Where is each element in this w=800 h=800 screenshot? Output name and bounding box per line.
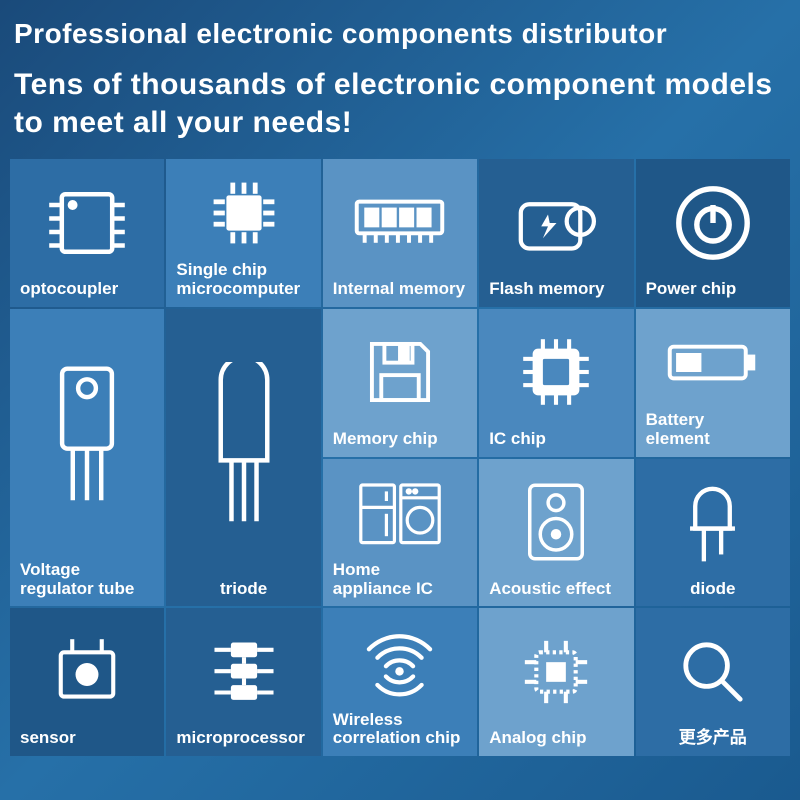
tile-acoustic-effect[interactable]: Acoustic effect (479, 459, 633, 607)
tile-analog-chip[interactable]: Analog chip (479, 608, 633, 756)
optocoupler-icon (14, 167, 160, 278)
tile-triode[interactable]: triode (166, 309, 320, 607)
sensor-icon (14, 616, 160, 727)
tile-label: Power chip (640, 278, 786, 303)
ram-icon (327, 167, 473, 278)
tile-optocoupler[interactable]: optocoupler (10, 159, 164, 307)
tile-label: Internal memory (327, 278, 473, 303)
power-icon (640, 167, 786, 278)
wireless-signal-icon (327, 616, 473, 708)
tile-label: Analog chip (483, 727, 629, 752)
tile-flash-memory[interactable]: Flash memory (479, 159, 633, 307)
tile-label: Wireless correlation chip (327, 709, 473, 752)
tile-label: Flash memory (483, 278, 629, 303)
tile-sensor[interactable]: sensor (10, 608, 164, 756)
led-diode-icon (640, 467, 786, 578)
tile-label: Battery element (640, 409, 786, 452)
tile-battery-element[interactable]: Battery element (636, 309, 790, 457)
tile-label: IC chip (483, 428, 629, 453)
tile-voltage-regulator[interactable]: Voltage regulator tube (10, 309, 164, 607)
category-grid: optocoupler Single chip microcomputer (0, 151, 800, 766)
analog-chip-icon (483, 616, 629, 727)
headline-2: Tens of thousands of electronic componen… (0, 58, 800, 151)
triode-icon (170, 317, 316, 578)
tile-internal-memory[interactable]: Internal memory (323, 159, 477, 307)
tile-label: sensor (14, 727, 160, 752)
tile-label: Memory chip (327, 428, 473, 453)
floppy-disk-icon (327, 317, 473, 428)
cpu-chip-icon (170, 167, 316, 259)
tile-memory-chip[interactable]: Memory chip (323, 309, 477, 457)
appliances-icon (327, 467, 473, 559)
tile-label: triode (170, 578, 316, 603)
tile-label: Home appliance IC (327, 559, 473, 602)
tile-diode[interactable]: diode (636, 459, 790, 607)
battery-icon (640, 317, 786, 409)
tile-label: optocoupler (14, 278, 160, 303)
tile-ic-chip[interactable]: IC chip (479, 309, 633, 457)
tile-label: diode (640, 578, 786, 603)
tile-label: Acoustic effect (483, 578, 629, 603)
ic-chip-icon (483, 317, 629, 428)
microprocessor-icon (170, 616, 316, 727)
search-icon (640, 616, 786, 727)
tile-label: microprocessor (170, 727, 316, 752)
tile-label: Single chip microcomputer (170, 259, 316, 302)
tile-more-products[interactable]: 更多产品 (636, 608, 790, 756)
tile-label: 更多产品 (640, 727, 786, 752)
tile-microprocessor[interactable]: microprocessor (166, 608, 320, 756)
headline-1: Professional electronic components distr… (0, 0, 800, 58)
voltage-regulator-icon (14, 317, 160, 559)
speaker-icon (483, 467, 629, 578)
tile-single-chip-microcomputer[interactable]: Single chip microcomputer (166, 159, 320, 307)
tile-wireless-correlation-chip[interactable]: Wireless correlation chip (323, 608, 477, 756)
tile-label: Voltage regulator tube (14, 559, 160, 602)
tile-home-appliance-ic[interactable]: Home appliance IC (323, 459, 477, 607)
tile-power-chip[interactable]: Power chip (636, 159, 790, 307)
flash-camera-icon (483, 167, 629, 278)
